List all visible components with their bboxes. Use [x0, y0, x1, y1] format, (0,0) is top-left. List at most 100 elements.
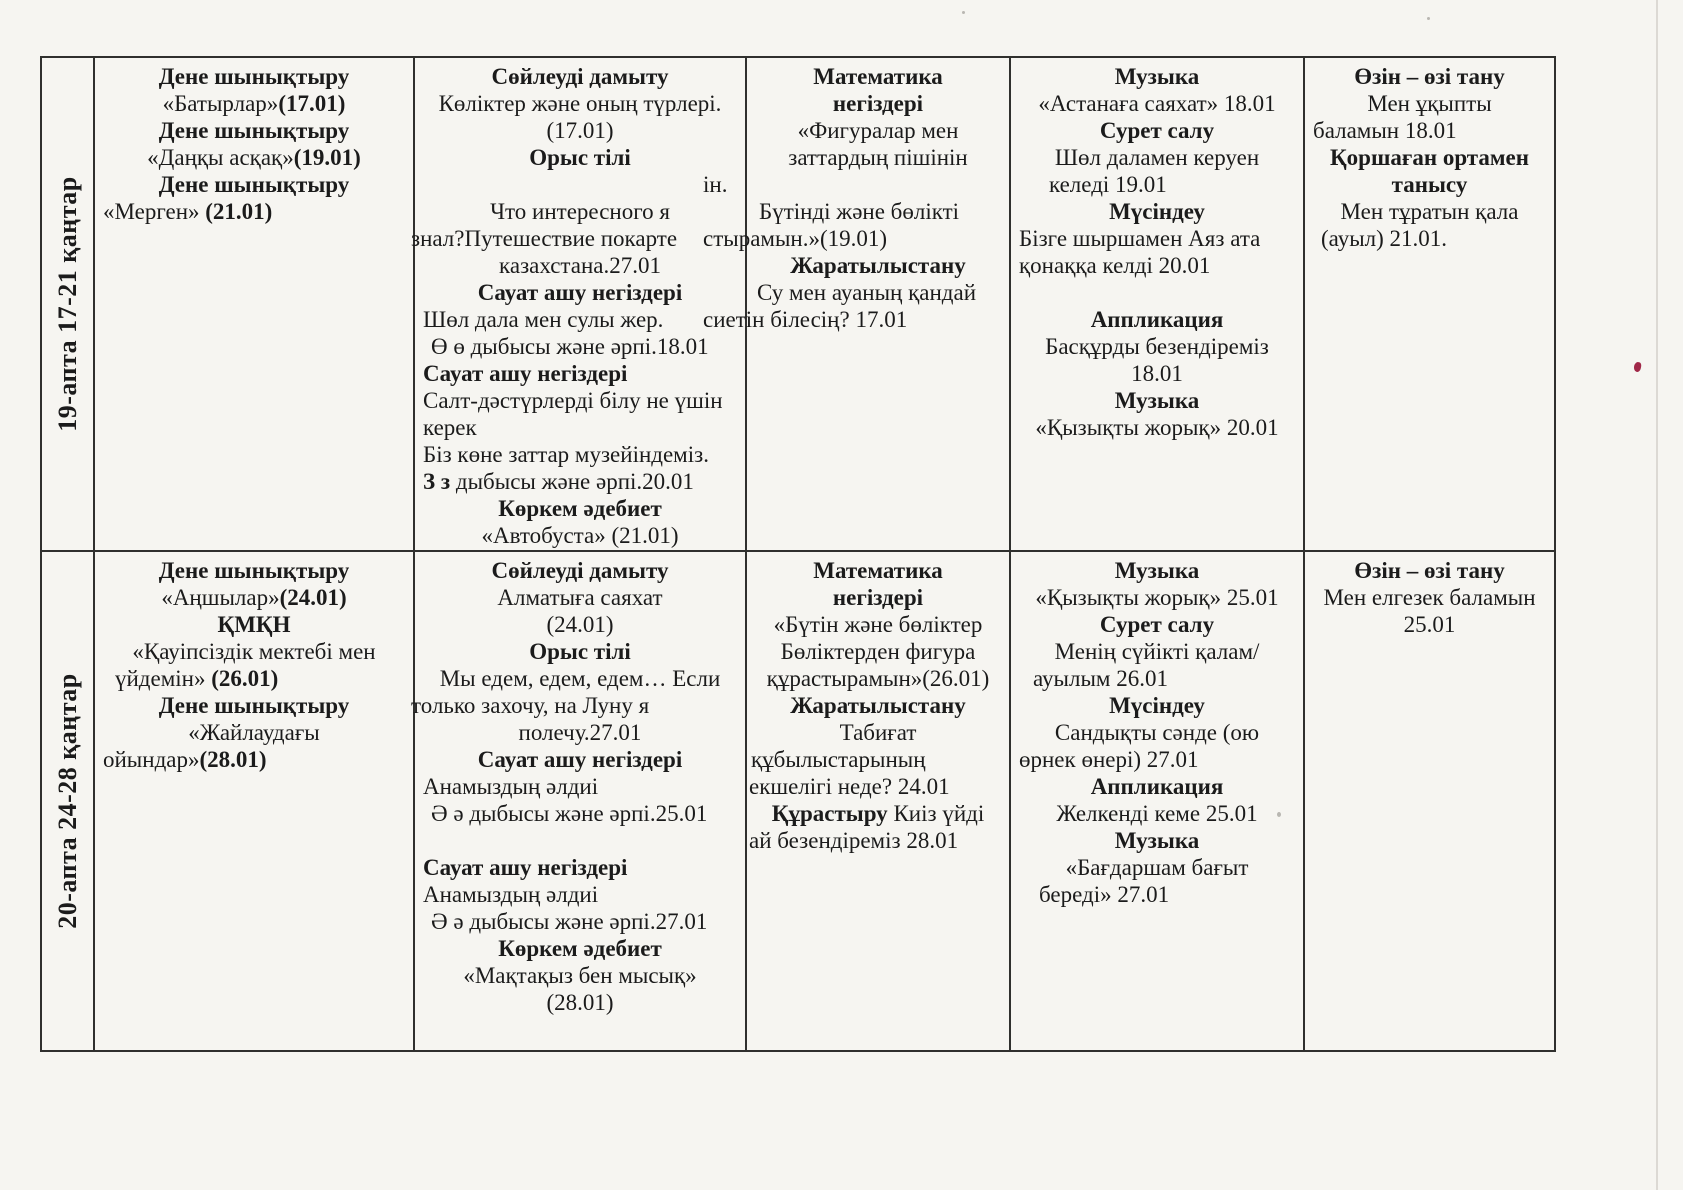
- schedule-line: Мен елгезек баламын: [1323, 585, 1536, 610]
- schedule-line: Аппликация: [1090, 774, 1224, 799]
- schedule-line: заттардың пішінін: [788, 145, 968, 170]
- schedule-line: «Бағдаршам бағыт: [1065, 855, 1249, 880]
- schedule-line: Шөл даламен керуен: [1054, 145, 1260, 170]
- schedule-line: Орыс тілі: [529, 639, 631, 664]
- schedule-line: Шөл дала мен сулы жер.: [423, 307, 664, 332]
- schedule-line: өрнек өнері) 27.01: [1019, 747, 1199, 772]
- schedule-line: Математика: [813, 64, 943, 89]
- schedule-line: Көліктер және оның түрлері.: [438, 91, 722, 116]
- schedule-line: «Фигуралар мен: [797, 118, 959, 143]
- cell-week20-self-knowledge: Өзін – өзі тану Мен елгезек баламын 25.01: [1305, 552, 1554, 1050]
- schedule-line: Мүсіндеу: [1109, 199, 1205, 224]
- schedule-line: Анамыздың әлдиі: [423, 882, 599, 907]
- schedule-line: Бізге шыршамен Аяз ата: [1019, 226, 1261, 251]
- schedule-line: Музыка: [1114, 388, 1200, 413]
- schedule-line: «Автобуста» (21.01): [481, 523, 679, 548]
- schedule-line: З з дыбысы және әрпі.20.01: [423, 469, 694, 494]
- cell-week20-music-and-art: Музыка «Қызықты жорық» 25.01 Сурет салу Мен…: [1011, 552, 1305, 1050]
- schedule-line: сиетін білесің? 17.01: [703, 307, 908, 332]
- schedule-line: Алматыға саяхат: [497, 585, 663, 610]
- cell-week19-math-and-science: Математика негіздері «Фигуралар мен заттард…: [703, 58, 1011, 552]
- schedule-line: «Қауіпсіздік мектебі мен: [132, 639, 376, 664]
- schedule-line: Ә ә дыбысы және әрпі.25.01: [431, 801, 708, 826]
- schedule-line: баламын 18.01: [1313, 118, 1457, 143]
- schedule-line: екшелігі неде? 24.01: [749, 774, 950, 799]
- schedule-line: «Қызықты жорық» 25.01: [1035, 585, 1279, 610]
- schedule-line: 18.01: [1131, 361, 1183, 386]
- schedule-line: Анамыздың әлдиі: [423, 774, 599, 799]
- schedule-line: (28.01): [546, 990, 614, 1015]
- schedule-line: Желкенді кеме 25.01: [1056, 801, 1258, 826]
- schedule-line: (17.01): [546, 118, 614, 143]
- schedule-line: Сауат ашу негіздері: [477, 747, 683, 772]
- schedule-line: Аппликация: [1090, 307, 1224, 332]
- schedule-line: Музыка: [1114, 558, 1200, 583]
- schedule-line: Сандықты сәнде (ою: [1054, 720, 1260, 745]
- schedule-line: танысу: [1391, 172, 1468, 197]
- schedule-line: қонаққа келді 20.01: [1019, 253, 1211, 278]
- scan-speck: [1427, 17, 1430, 20]
- schedule-line: [423, 827, 737, 854]
- schedule-line: [1019, 279, 1295, 306]
- schedule-line: Көркем әдебиет: [498, 936, 662, 961]
- scan-speck: [1277, 812, 1281, 817]
- schedule-line: Басқұрды безендіреміз: [1045, 334, 1269, 359]
- cell-week20-physical-education: Дене шынықтыру «Аңшылар»(24.01) ҚМҚН «Қауіп…: [95, 552, 415, 1050]
- schedule-line: Сауат ашу негіздері: [423, 361, 628, 386]
- schedule-line: ауылым 26.01: [1033, 666, 1168, 691]
- schedule-line: Орыс тілі: [529, 145, 631, 170]
- schedule-line: Қоршаған ортамен: [1329, 145, 1530, 170]
- cell-week19-physical-education: Дене шынықтыру «Батырлар»(17.01) Дене шыны…: [95, 58, 415, 552]
- schedule-line: Сөйлеуді дамыту: [491, 558, 669, 583]
- schedule-line: Мы едем, едем, едем… Если: [439, 666, 721, 691]
- schedule-line: Салт-дәстүрлерді білу не үшін: [423, 388, 723, 413]
- schedule-line: Су мен ауаның қандай: [757, 280, 977, 305]
- schedule-line: стырамын.»(19.01): [703, 226, 888, 251]
- schedule-line: ін.: [703, 172, 728, 197]
- schedule-line: келеді 19.01: [1049, 172, 1167, 197]
- schedule-line: Сауат ашу негіздері: [477, 280, 683, 305]
- schedule-line: Музыка: [1114, 64, 1200, 89]
- schedule-line: негіздері: [832, 91, 924, 116]
- week-label-cell: 20-апта 24-28 қаңтар: [42, 552, 95, 1050]
- week-label-cell: 19-апта 17-21 қаңтар: [42, 58, 95, 552]
- schedule-line: Өзін – өзі тану: [1354, 558, 1505, 583]
- schedule-line: Сауат ашу негіздері: [423, 855, 628, 880]
- schedule-line: Бөліктерден фигура: [780, 639, 976, 664]
- schedule-line: Дене шынықтыру: [158, 118, 350, 143]
- schedule-line: құбылыстарының: [751, 747, 926, 772]
- schedule-line: Ө ө дыбысы және әрпі.18.01: [431, 334, 709, 359]
- scan-speck: [962, 11, 965, 14]
- schedule-line: ойындар»(28.01): [103, 747, 267, 772]
- schedule-line: «Бүтін және бөліктер: [773, 612, 983, 637]
- cell-week19-music-and-art: Музыка «Астанаға саяхат» 18.01 Сурет салу Ш…: [1011, 58, 1305, 552]
- schedule-line: Математика: [813, 558, 943, 583]
- schedule-line: «Жайлаудағы: [188, 720, 320, 745]
- schedule-line: Музыка: [1114, 828, 1200, 853]
- schedule-line: Мүсіндеу: [1109, 693, 1205, 718]
- page-edge-shadow: [1656, 0, 1658, 1190]
- schedule-line: Өзін – өзі тану: [1354, 64, 1505, 89]
- schedule-line: «Даңқы асқақ»(19.01): [147, 145, 361, 170]
- schedule-line: полечу.27.01: [518, 720, 642, 745]
- schedule-line: негіздері: [832, 585, 924, 610]
- schedule-line: Дене шынықтыру: [158, 558, 350, 583]
- schedule-line: Құрастыру Киіз үйді: [771, 801, 985, 826]
- schedule-line: Дене шынықтыру: [158, 693, 350, 718]
- schedule-line: Жаратылыстану: [790, 253, 966, 278]
- schedule-line: керек: [423, 415, 477, 440]
- schedule-line: «Мерген» (21.01): [103, 199, 273, 224]
- schedule-line: казахстана.27.01: [499, 253, 661, 278]
- schedule-line: ҚМҚН: [217, 612, 291, 637]
- schedule-line: үйдемін» (26.01): [115, 666, 279, 691]
- cell-week19-self-knowledge: Өзін – өзі тану Мен ұқыпты баламын 18.01 Қо…: [1305, 58, 1554, 552]
- schedule-line: Сурет салу: [1099, 118, 1215, 143]
- schedule-line: ай безендіреміз 28.01: [749, 828, 959, 853]
- schedule-line: «Батырлар»(17.01): [162, 91, 346, 116]
- schedule-line: знал?Путешествие покарте: [411, 226, 678, 251]
- schedule-line: Сурет салу: [1099, 612, 1215, 637]
- schedule-line: Менің сүйікті қалам/: [1054, 639, 1260, 664]
- cell-week20-math-and-science: Математика негіздері «Бүтін және бөліктер Б…: [747, 552, 1011, 1050]
- cell-week20-speech-and-language: Сөйлеуді дамыту Алматыға саяхат (24.01) Оры…: [411, 552, 747, 1050]
- schedule-line: (ауыл) 21.01.: [1321, 226, 1448, 251]
